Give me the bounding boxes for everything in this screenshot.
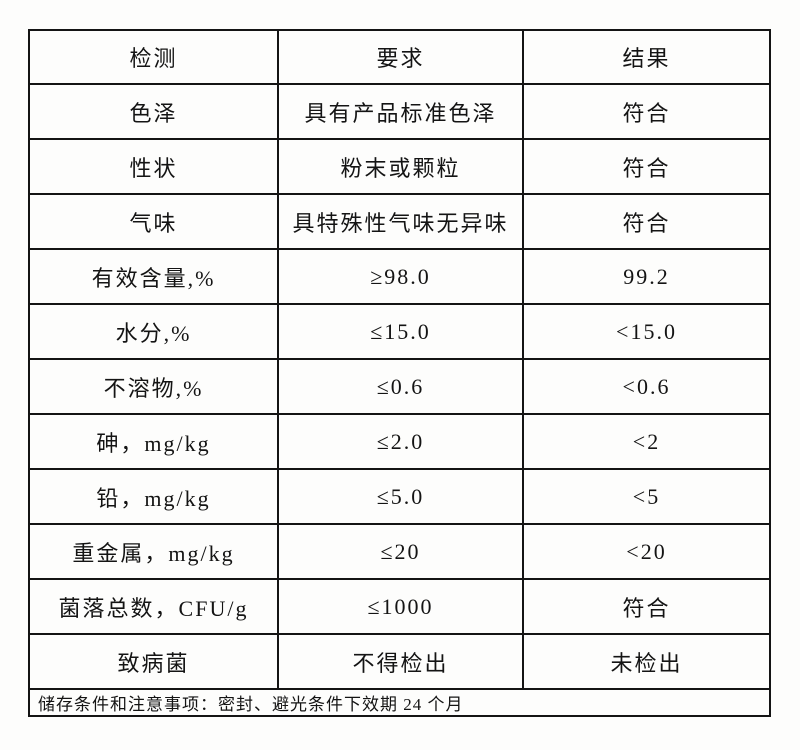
table-row: 不溶物,% ≤0.6 <0.6: [28, 358, 771, 415]
requirement-cell: 具有产品标准色泽: [277, 83, 524, 140]
test-name-cell: 有效含量,%: [28, 248, 279, 305]
requirement-cell: 粉末或颗粒: [277, 138, 524, 195]
storage-note-row: 储存条件和注意事项：密封、避光条件下效期 24 个月: [28, 688, 771, 717]
table-row: 水分,% ≤15.0 <15.0: [28, 303, 771, 360]
table-row: 有效含量,% ≥98.0 99.2: [28, 248, 771, 305]
result-cell: 未检出: [522, 633, 771, 690]
result-cell: 符合: [522, 138, 771, 195]
test-name-cell: 气味: [28, 193, 279, 250]
test-name-cell: 水分,%: [28, 303, 279, 360]
test-name-cell: 色泽: [28, 83, 279, 140]
test-name-cell: 致病菌: [28, 633, 279, 690]
table-row: 铅，mg/kg ≤5.0 <5: [28, 468, 771, 525]
requirement-cell: ≤15.0: [277, 303, 524, 360]
test-name-cell: 不溶物,%: [28, 358, 279, 415]
table-row: 重金属，mg/kg ≤20 <20: [28, 523, 771, 580]
test-name-cell: 铅，mg/kg: [28, 468, 279, 525]
table-row: 菌落总数，CFU/g ≤1000 符合: [28, 578, 771, 635]
requirement-cell: ≤1000: [277, 578, 524, 635]
table-body: 色泽 具有产品标准色泽 符合 性状 粉末或颗粒 符合 气味 具特殊性气味无异味 …: [28, 83, 771, 717]
requirement-cell: ≤2.0: [277, 413, 524, 470]
header-cell-result: 结果: [522, 29, 771, 85]
result-cell: <2: [522, 413, 771, 470]
header-cell-test: 检测: [28, 29, 279, 85]
header-row: 检测 要求 结果: [28, 29, 771, 85]
result-cell: 符合: [522, 83, 771, 140]
inspection-table: 检测 要求 结果 色泽 具有产品标准色泽 符合 性状 粉末或颗粒 符合 气味 具…: [28, 29, 771, 717]
test-name-cell: 砷，mg/kg: [28, 413, 279, 470]
header-cell-requirement: 要求: [277, 29, 524, 85]
table-row: 性状 粉末或颗粒 符合: [28, 138, 771, 195]
test-name-cell: 重金属，mg/kg: [28, 523, 279, 580]
requirement-cell: ≤5.0: [277, 468, 524, 525]
table-row: 色泽 具有产品标准色泽 符合: [28, 83, 771, 140]
table-row: 砷，mg/kg ≤2.0 <2: [28, 413, 771, 470]
result-cell: <20: [522, 523, 771, 580]
test-name-cell: 菌落总数，CFU/g: [28, 578, 279, 635]
result-cell: 99.2: [522, 248, 771, 305]
requirement-cell: ≤20: [277, 523, 524, 580]
requirement-cell: 不得检出: [277, 633, 524, 690]
result-cell: 符合: [522, 193, 771, 250]
result-cell: <15.0: [522, 303, 771, 360]
requirement-cell: ≥98.0: [277, 248, 524, 305]
result-cell: <0.6: [522, 358, 771, 415]
table-row: 致病菌 不得检出 未检出: [28, 633, 771, 690]
result-cell: <5: [522, 468, 771, 525]
requirement-cell: ≤0.6: [277, 358, 524, 415]
result-cell: 符合: [522, 578, 771, 635]
requirement-cell: 具特殊性气味无异味: [277, 193, 524, 250]
test-name-cell: 性状: [28, 138, 279, 195]
table-header: 检测 要求 结果: [28, 29, 771, 85]
table-row: 气味 具特殊性气味无异味 符合: [28, 193, 771, 250]
storage-note: 储存条件和注意事项：密封、避光条件下效期 24 个月: [28, 688, 771, 717]
